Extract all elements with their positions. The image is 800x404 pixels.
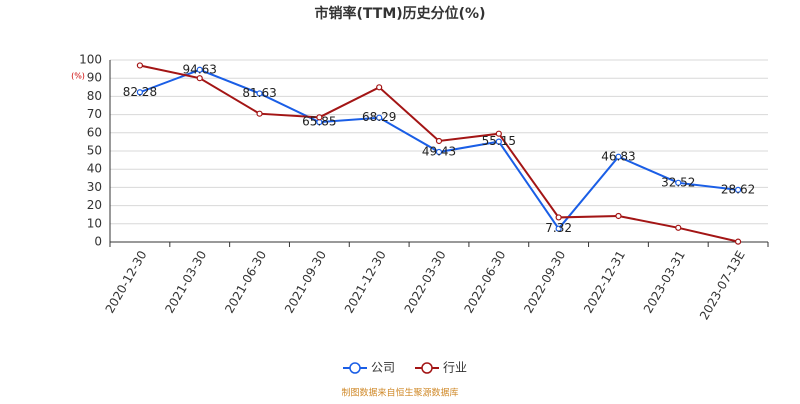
x-tick-label: 2022-03-30 [402, 248, 449, 315]
data-point [495, 130, 502, 137]
y-axis-label: (%) [71, 72, 85, 81]
y-tick-label: 100 [79, 53, 102, 67]
data-point [196, 66, 203, 73]
source-note: 制图数据来自恒生聚源数据库 [341, 387, 458, 399]
data-label: 55.15 [482, 134, 516, 148]
data-point [316, 114, 323, 121]
y-tick-label: 30 [87, 180, 102, 194]
data-label: 46.83 [601, 149, 635, 163]
data-label: 94.63 [183, 62, 217, 76]
data-label: 65.85 [302, 115, 336, 129]
data-point [256, 90, 263, 97]
data-label: 49.43 [422, 145, 456, 159]
data-point [196, 75, 203, 82]
data-label: 82.28 [123, 85, 157, 99]
y-tick-label: 40 [87, 162, 102, 176]
y-tick-label: 90 [87, 71, 102, 85]
x-tick-label: 2023-07-13E [697, 248, 748, 322]
x-tick-label: 2022-06-30 [461, 248, 508, 315]
data-label: 7.32 [545, 221, 572, 235]
data-point [376, 84, 383, 91]
y-tick-label: 50 [87, 144, 102, 158]
data-point [495, 138, 502, 145]
data-point [734, 238, 742, 245]
y-tick-label: 80 [87, 89, 102, 103]
x-tick-label: 2021-03-30 [162, 248, 209, 315]
data-point [435, 148, 443, 156]
legend-marker [349, 362, 361, 374]
x-tick-label: 2021-06-30 [222, 248, 269, 315]
data-point [675, 179, 682, 186]
data-label: 32.52 [661, 175, 695, 189]
data-point [615, 153, 622, 160]
y-tick-label: 10 [87, 216, 102, 230]
legend-label: 行业 [443, 361, 467, 375]
data-point [615, 212, 622, 220]
y-tick-label: 20 [87, 198, 102, 212]
x-tick-label: 2021-12-30 [342, 248, 389, 315]
data-label: 28.62 [721, 182, 755, 196]
data-label: 68.29 [362, 110, 396, 124]
data-point [376, 114, 383, 121]
x-tick-label: 2022-09-30 [521, 248, 568, 315]
data-point [555, 214, 562, 221]
data-point [136, 62, 144, 69]
x-tick-label: 2022-12-31 [581, 248, 628, 315]
data-point [435, 137, 443, 145]
legend-label: 公司 [371, 361, 395, 375]
data-point [136, 89, 144, 96]
data-point [675, 224, 682, 231]
data-point [734, 186, 742, 194]
data-point [256, 110, 263, 117]
x-tick-label: 2020-12-30 [103, 248, 150, 315]
y-tick-label: 60 [87, 125, 102, 139]
data-point [555, 225, 562, 232]
y-tick-label: 0 [94, 235, 102, 249]
x-tick-label: 2023-03-31 [641, 248, 688, 315]
x-tick-label: 2021-09-30 [282, 248, 329, 315]
legend-marker [421, 362, 433, 374]
chart-title: 市销率(TTM)历史分位(%) [315, 5, 486, 22]
y-tick-label: 70 [87, 107, 102, 121]
data-label: 81.63 [242, 86, 276, 100]
